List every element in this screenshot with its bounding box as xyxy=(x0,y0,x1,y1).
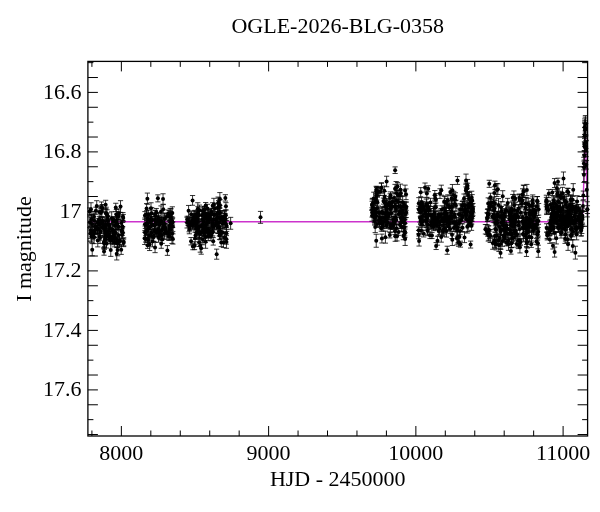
svg-text:8000: 8000 xyxy=(99,440,143,465)
svg-text:17.4: 17.4 xyxy=(43,317,82,342)
svg-text:HJD - 2450000: HJD - 2450000 xyxy=(270,466,406,491)
svg-text:17.6: 17.6 xyxy=(43,376,82,401)
svg-text:16.8: 16.8 xyxy=(43,138,82,163)
svg-text:11000: 11000 xyxy=(536,440,590,465)
svg-text:17: 17 xyxy=(59,198,81,223)
svg-text:10000: 10000 xyxy=(388,440,443,465)
svg-text:16.6: 16.6 xyxy=(43,79,82,104)
svg-text:9000: 9000 xyxy=(247,440,291,465)
svg-text:OGLE-2026-BLG-0358: OGLE-2026-BLG-0358 xyxy=(231,13,444,38)
svg-text:17.2: 17.2 xyxy=(43,257,82,282)
